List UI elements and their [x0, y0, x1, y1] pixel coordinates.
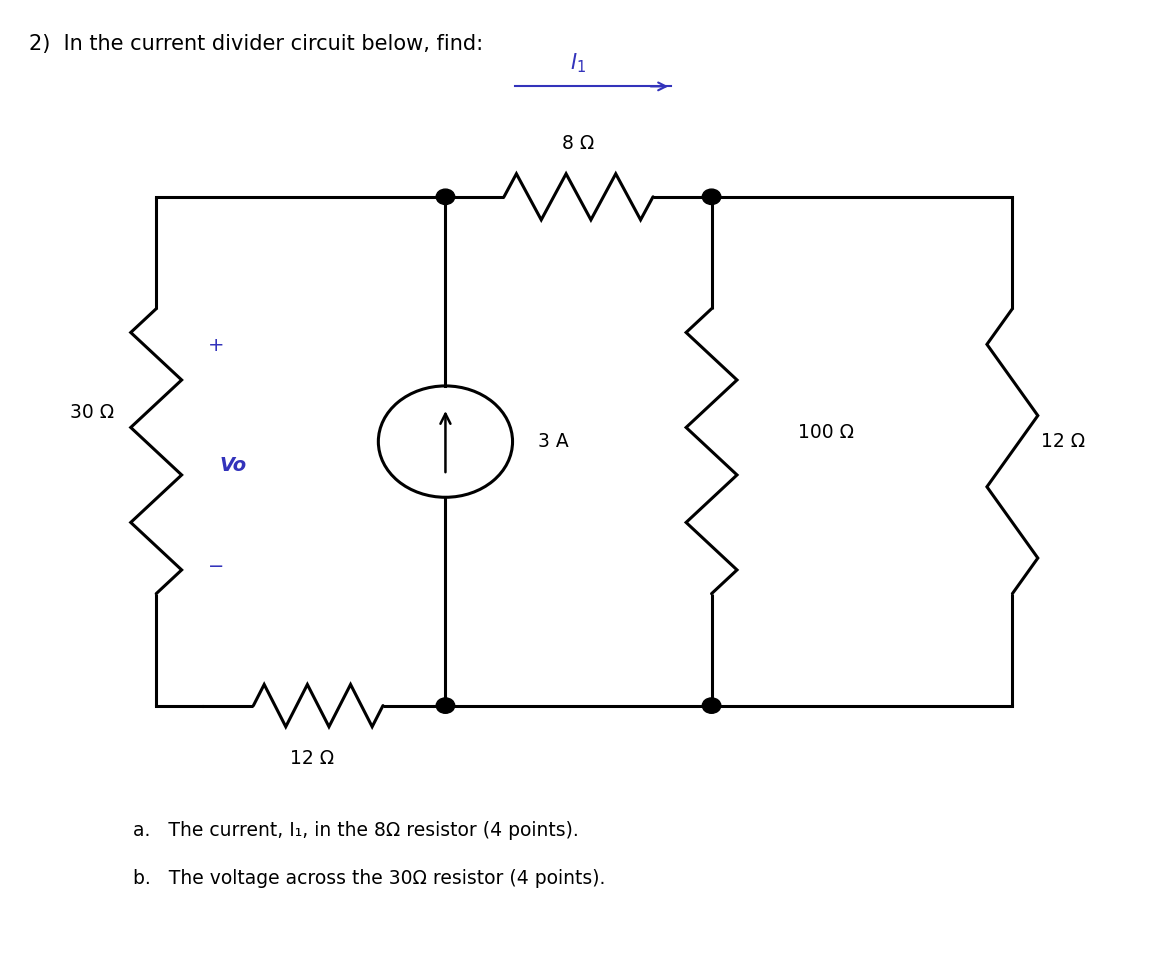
Text: a.   The current, I₁, in the 8Ω resistor (4 points).: a. The current, I₁, in the 8Ω resistor (…	[133, 821, 578, 840]
Text: 12 Ω: 12 Ω	[1041, 432, 1085, 451]
Text: +: +	[208, 336, 224, 355]
Text: $I_1$: $I_1$	[570, 51, 587, 75]
Text: −: −	[208, 557, 224, 576]
Text: 2)  In the current divider circuit below, find:: 2) In the current divider circuit below,…	[29, 34, 484, 54]
Circle shape	[436, 698, 455, 713]
Circle shape	[702, 698, 721, 713]
Text: 30 Ω: 30 Ω	[71, 403, 115, 422]
Text: 3 A: 3 A	[538, 432, 569, 451]
Text: 100 Ω: 100 Ω	[798, 422, 854, 442]
Text: Vo: Vo	[220, 456, 246, 475]
Text: 12 Ω: 12 Ω	[290, 749, 334, 768]
Circle shape	[436, 189, 455, 204]
Circle shape	[702, 189, 721, 204]
Text: b.   The voltage across the 30Ω resistor (4 points).: b. The voltage across the 30Ω resistor (…	[133, 869, 605, 888]
Text: 8 Ω: 8 Ω	[562, 134, 595, 154]
